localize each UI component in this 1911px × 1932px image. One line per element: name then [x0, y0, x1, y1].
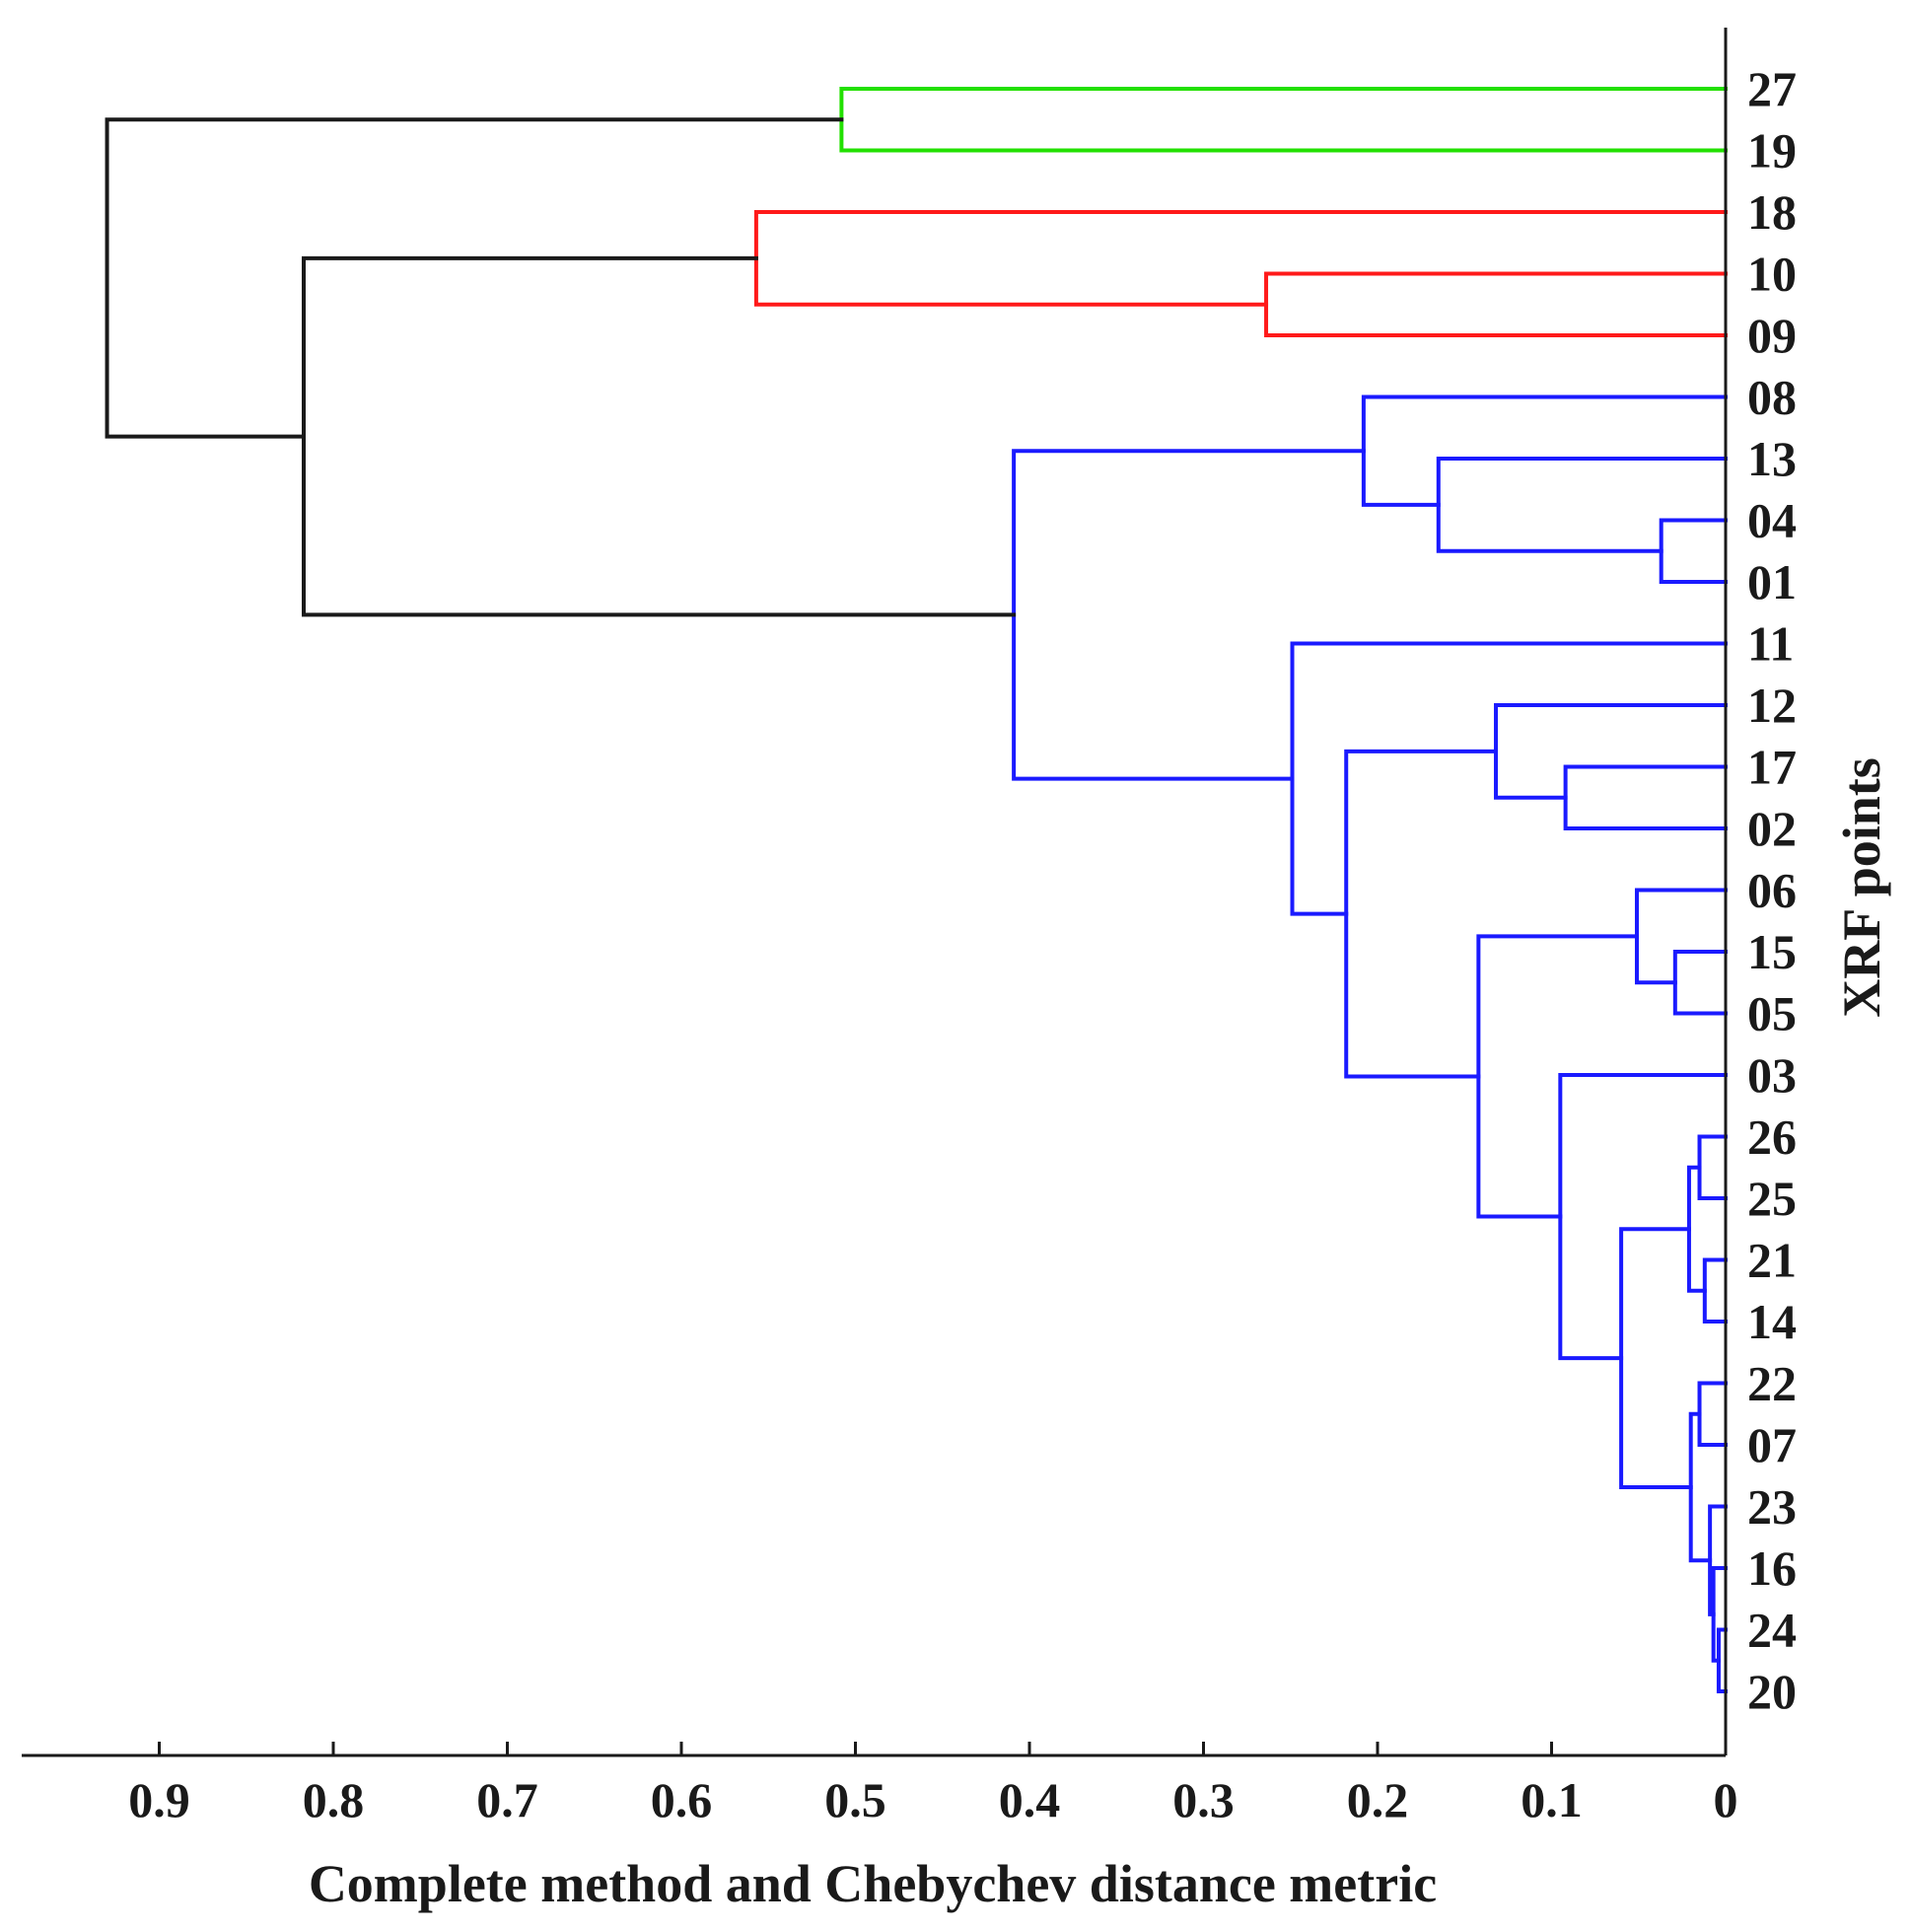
leaf-label-03: 03 — [1747, 1047, 1797, 1103]
dendrogram-link-m10 — [1634, 888, 1728, 985]
dendrogram-links — [105, 87, 1728, 1693]
dendrogram-link-m19 — [1619, 1227, 1693, 1489]
dendrogram-link-m6 — [1361, 394, 1728, 507]
leaf-label-09: 09 — [1747, 308, 1797, 363]
leaf-label-07: 07 — [1747, 1417, 1797, 1472]
dendrogram-link-m20 — [1558, 1073, 1728, 1361]
leaf-label-01: 01 — [1747, 554, 1797, 609]
x-axis-ticks: 0.9 0.8 0.7 0.6 0.5 0.4 0.3 0.2 0.1 0 — [128, 1742, 1738, 1827]
leaf-label-04: 04 — [1747, 493, 1797, 548]
x-tick-label: 0.9 — [128, 1772, 190, 1827]
dendrogram-link-m3 — [753, 210, 1728, 307]
x-tick-label: 0.8 — [303, 1772, 365, 1827]
leaf-label-14: 14 — [1747, 1294, 1797, 1349]
leaf-label-17: 17 — [1747, 740, 1797, 795]
leaf-label-13: 13 — [1747, 431, 1797, 486]
dendrogram-link-m13 — [1686, 1165, 1707, 1293]
leaf-label-26: 26 — [1747, 1109, 1797, 1165]
dendrogram-link-m23 — [1290, 641, 1728, 916]
dendrogram-link-m25 — [301, 255, 1017, 617]
x-tick-label: 0.5 — [824, 1772, 886, 1827]
leaf-label-22: 22 — [1747, 1356, 1797, 1411]
x-tick-label: 0.6 — [651, 1772, 713, 1827]
dendrogram-link-m9 — [1672, 950, 1728, 1016]
dendrogram-link-m14 — [1697, 1381, 1728, 1447]
leaf-label-10: 10 — [1747, 247, 1797, 302]
leaf-label-25: 25 — [1747, 1171, 1797, 1226]
leaf-label-19: 19 — [1747, 123, 1797, 179]
dendrogram-link-m7 — [1563, 764, 1728, 830]
leaf-label-23: 23 — [1747, 1479, 1797, 1535]
dendrogram-link-m12 — [1702, 1257, 1728, 1324]
dendrogram-link-m2 — [1264, 271, 1728, 337]
dendrogram-link-m26 — [105, 117, 844, 439]
dendrogram-link-m11 — [1697, 1134, 1728, 1200]
x-tick-label: 0.7 — [476, 1772, 538, 1827]
leaf-label-21: 21 — [1747, 1233, 1797, 1288]
dendrogram-link-m8 — [1494, 703, 1728, 800]
x-tick-label: 0.2 — [1347, 1772, 1409, 1827]
leaf-label-18: 18 — [1747, 184, 1797, 240]
x-tick-label: 0 — [1714, 1772, 1738, 1827]
x-tick-label: 0.4 — [999, 1772, 1061, 1827]
leaf-label-15: 15 — [1747, 924, 1797, 979]
dendrogram-link-m24 — [1012, 449, 1366, 781]
dendrogram-link-m4 — [1659, 518, 1728, 584]
x-tick-label: 0.1 — [1521, 1772, 1583, 1827]
x-tick-label: 0.3 — [1172, 1772, 1235, 1827]
leaf-label-02: 02 — [1747, 801, 1797, 856]
leaf-label-05: 05 — [1747, 986, 1797, 1041]
leaf-label-06: 06 — [1747, 863, 1797, 918]
dendrogram-link-m1 — [839, 87, 1728, 153]
leaf-label-20: 20 — [1747, 1664, 1797, 1719]
dendrogram-link-m5 — [1436, 457, 1728, 553]
leaf-label-27: 27 — [1747, 61, 1797, 116]
leaf-label-24: 24 — [1747, 1603, 1797, 1658]
leaf-label-16: 16 — [1747, 1540, 1797, 1596]
leaf-label-12: 12 — [1747, 678, 1797, 733]
leaf-label-11: 11 — [1747, 616, 1794, 672]
dendrogram-link-m22 — [1344, 749, 1499, 1079]
leaf-label-08: 08 — [1747, 370, 1797, 425]
x-axis-title: Complete method and Chebychev distance m… — [309, 1854, 1437, 1913]
y-axis-title: XRF points — [1832, 757, 1891, 1018]
